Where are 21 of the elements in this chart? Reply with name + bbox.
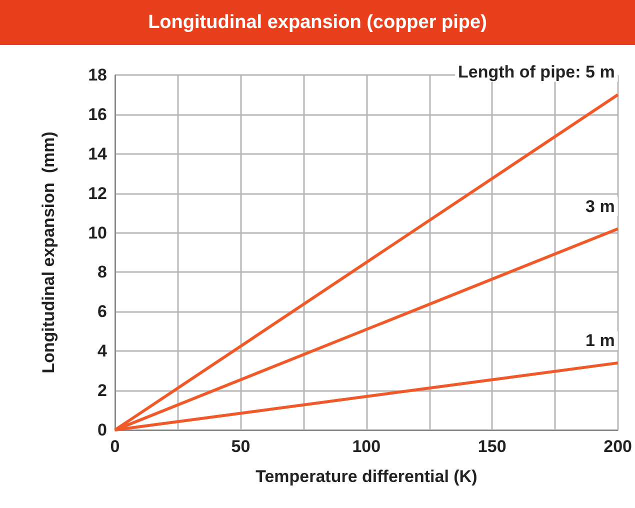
x-axis-title: Temperature differential (K) (256, 467, 478, 486)
y-tick-label: 2 (98, 381, 107, 400)
y-tick-label: 12 (88, 184, 107, 203)
y-tick-label: 6 (98, 302, 107, 322)
y-tick-label: 14 (88, 144, 108, 164)
y-tick-label: 10 (88, 223, 107, 242)
x-tick-label: 200 (604, 437, 632, 456)
series-label: Length of pipe: 5 m (458, 62, 615, 82)
series-label: 3 m (586, 196, 615, 216)
y-tick-label: 18 (88, 66, 107, 84)
y-tick-label: 8 (98, 262, 107, 282)
x-tick-label: 0 (110, 437, 120, 456)
series-label: 1 m (586, 330, 615, 350)
x-tick-label: 150 (478, 437, 506, 456)
y-tick-label: 4 (98, 342, 108, 361)
x-tick-label: 50 (231, 437, 250, 456)
chart-title: Longitudinal expansion (copper pipe) (0, 0, 635, 45)
y-tick-label: 0 (98, 420, 107, 440)
x-tick-label: 100 (352, 437, 381, 456)
y-axis-title: Longitudinal expansion (mm) (39, 132, 58, 374)
y-tick-label: 16 (88, 104, 107, 124)
